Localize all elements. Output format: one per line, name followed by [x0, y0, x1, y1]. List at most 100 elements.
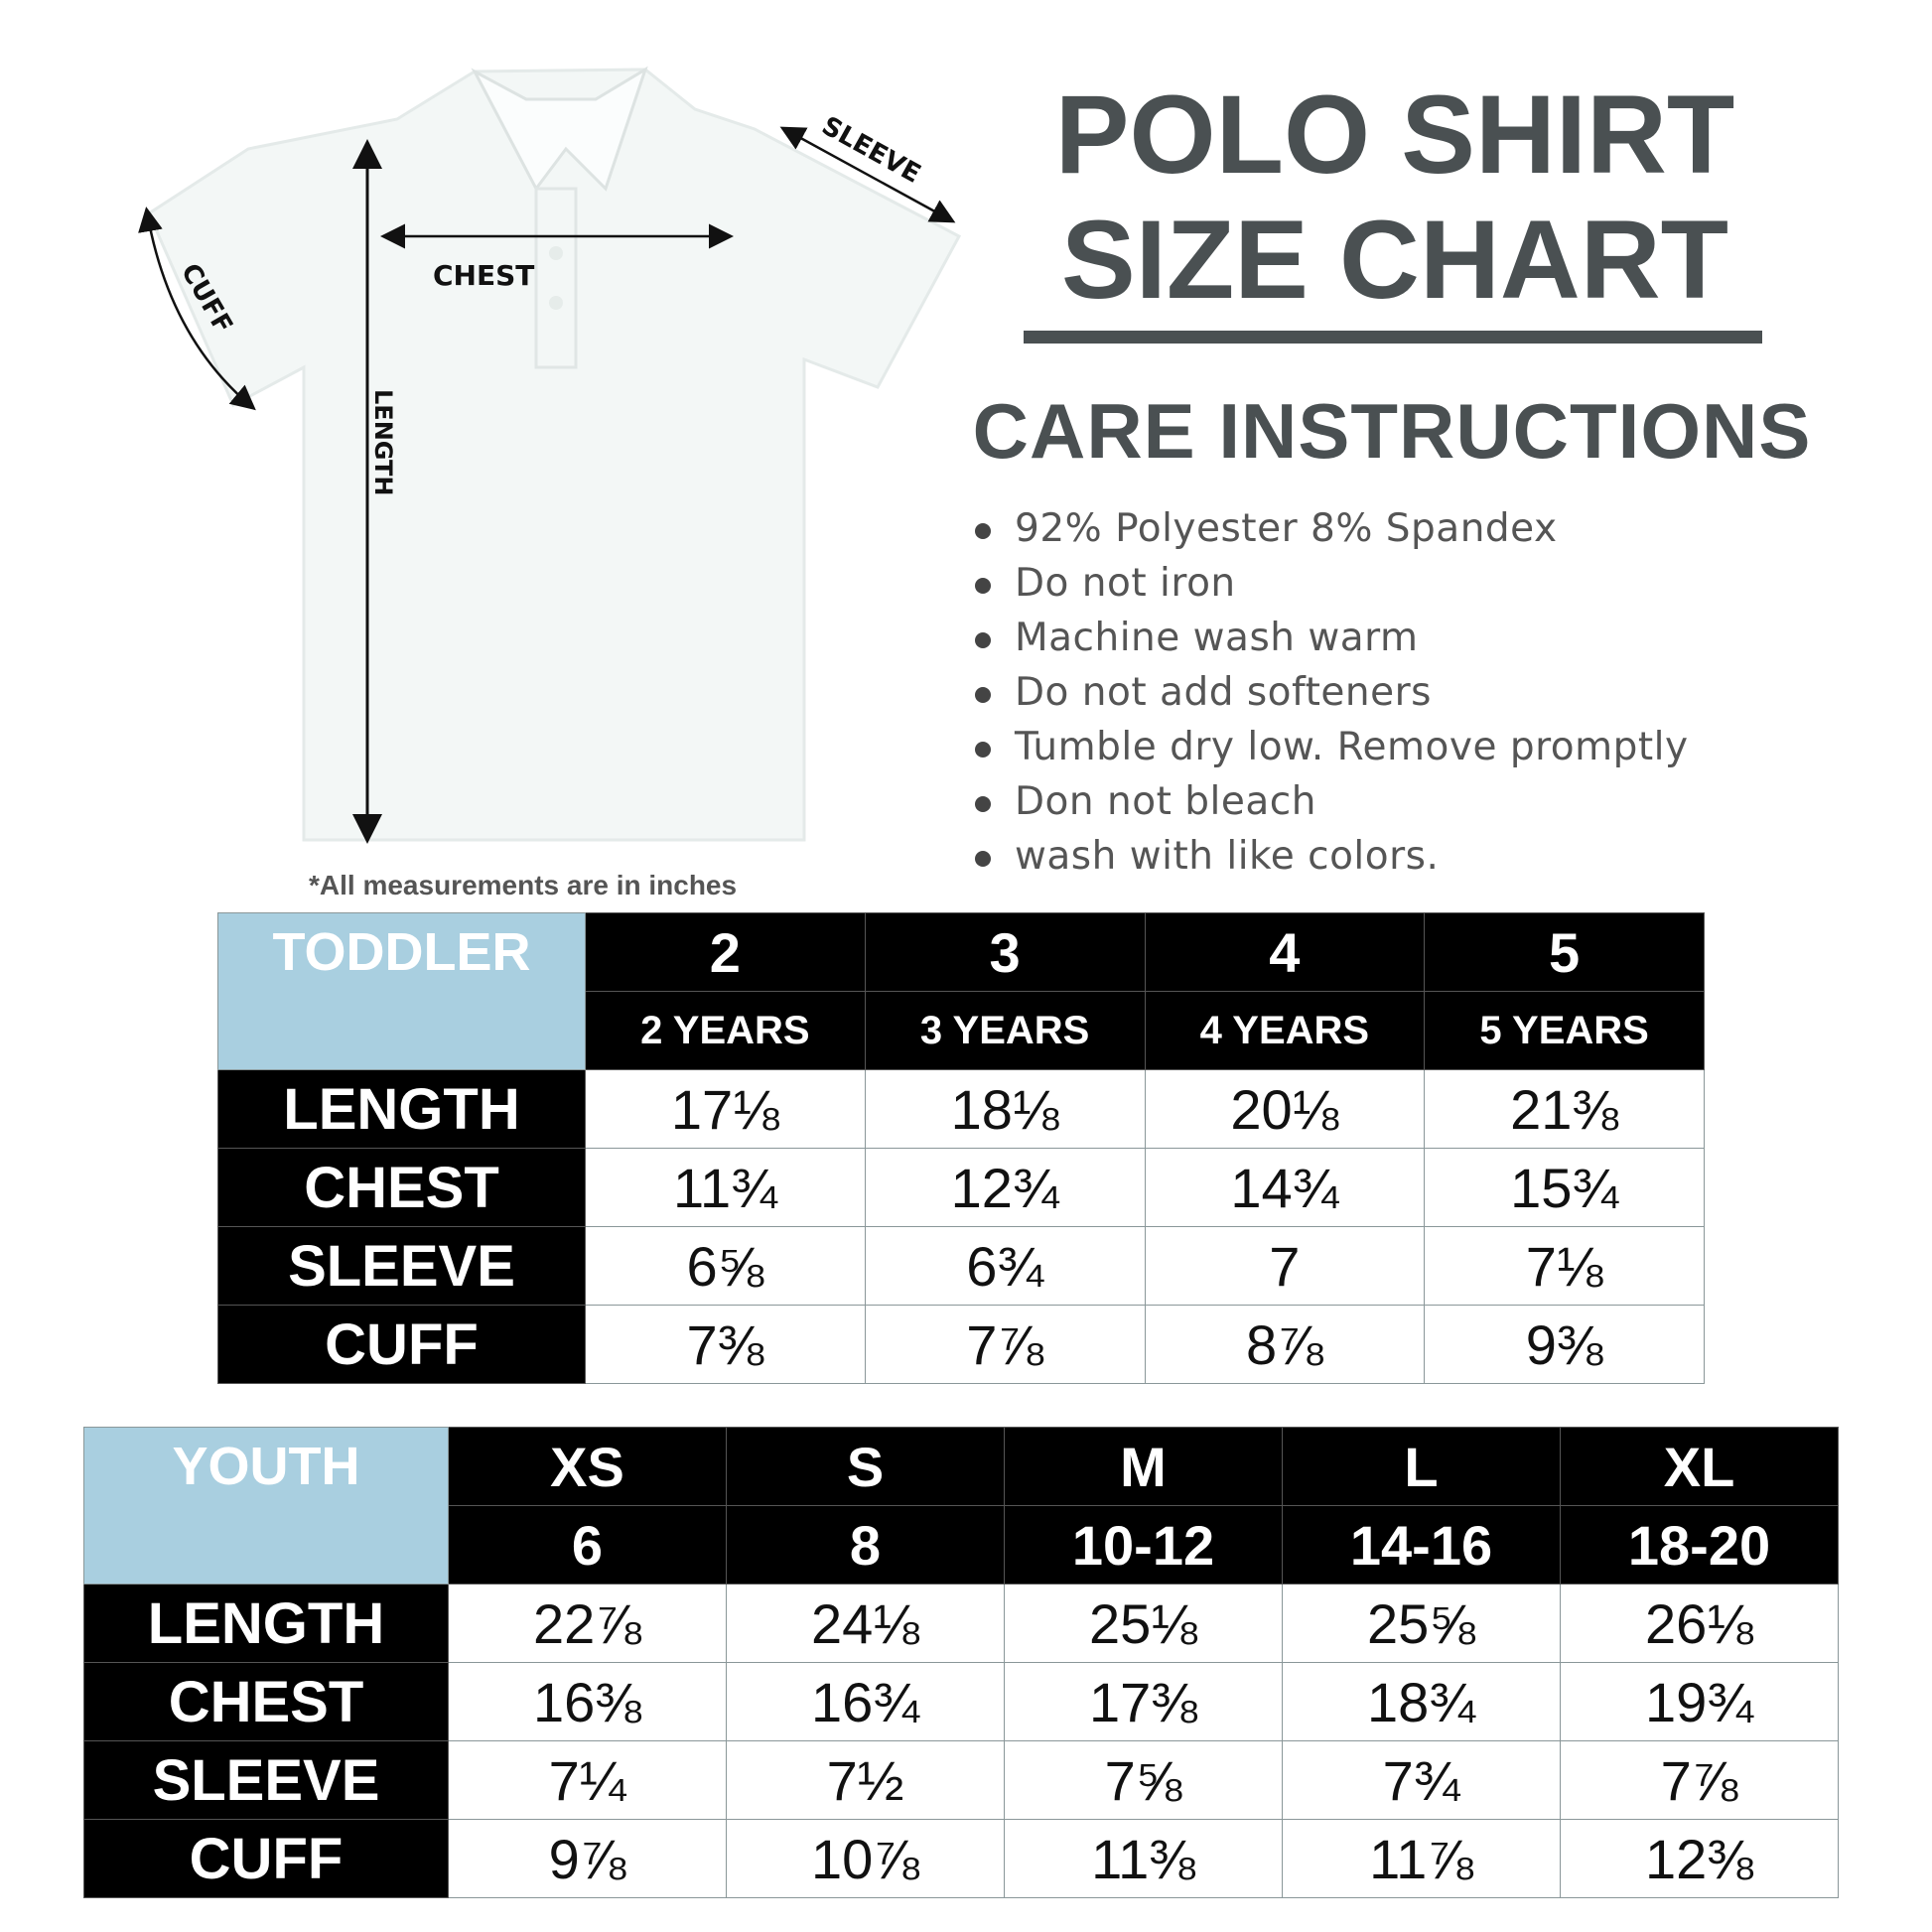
shirt-shape: [147, 68, 962, 842]
measurement-cell: 10⅞: [726, 1819, 1005, 1898]
measurement-cell: 11¾: [585, 1148, 866, 1227]
measurement-cell: 14¾: [1144, 1148, 1426, 1227]
placket: [534, 187, 578, 369]
row-label: LENGTH: [217, 1069, 586, 1149]
polo-shirt-diagram: CHEST LENGTH SLEEVE CUFF: [138, 66, 962, 844]
size-header: L: [1282, 1427, 1561, 1506]
measurement-cell: 7½: [726, 1740, 1005, 1820]
table-row: SLEEVE 6⅝ 6¾ 7 7⅛: [217, 1226, 1705, 1306]
length-label: LENGTH: [369, 389, 397, 496]
header-row: TODDLER 2 3 4 5: [217, 912, 1705, 1070]
measurement-cell: 7¼: [448, 1740, 727, 1820]
measurement-cell: 6¾: [864, 1226, 1146, 1306]
table-row: CUFF 7⅜ 7⅞ 8⅞ 9⅜: [217, 1305, 1705, 1384]
row-label: SLEEVE: [83, 1740, 449, 1820]
table-row: LENGTH 17⅛ 18⅛ 20⅛ 21⅜: [217, 1069, 1705, 1149]
row-label: CHEST: [217, 1148, 586, 1227]
measurement-cell: 20⅛: [1144, 1069, 1426, 1149]
chest-label: CHEST: [433, 259, 534, 292]
size-header: 5: [1424, 912, 1705, 992]
measurement-cell: 17⅜: [1004, 1662, 1283, 1741]
measurement-note: *All measurements are in inches: [309, 870, 738, 900]
measurement-cell: 6⅝: [585, 1226, 866, 1306]
measurement-cell: 17⅛: [585, 1069, 866, 1149]
size-header: S: [726, 1427, 1005, 1506]
size-subheader: 4 YEARS: [1144, 991, 1426, 1070]
care-item: Don not bleach: [975, 774, 1689, 829]
table-row: CHEST 11¾ 12¾ 14¾ 15¾: [217, 1148, 1705, 1227]
header-row: YOUTH XS S M L XL: [83, 1427, 1839, 1585]
measurement-cell: 7⅛: [1424, 1226, 1705, 1306]
care-item: wash with like colors.: [975, 829, 1689, 884]
care-heading: CARE INSTRUCTIONS: [972, 387, 1812, 475]
size-header: 2: [585, 912, 866, 992]
measurement-cell: 12⅜: [1560, 1819, 1839, 1898]
title-line-1: POLO SHIRT: [1054, 72, 1735, 197]
measurement-cell: 19¾: [1560, 1662, 1839, 1741]
toddler-size-table: TODDLER 2 3 4 5 2 YEARS 3 YEARS 4 YEARS 5 YEARS L…: [217, 912, 1705, 1384]
size-subheader: 8: [726, 1505, 1005, 1585]
measurement-cell: 7⅞: [864, 1305, 1146, 1384]
table-category-label: TODDLER: [217, 912, 586, 1070]
size-subheader: 10-12: [1004, 1505, 1283, 1585]
measurement-cell: 22⅞: [448, 1584, 727, 1663]
row-label: CUFF: [83, 1819, 449, 1898]
size-header: XS: [448, 1427, 727, 1506]
measurement-cell: 11⅞: [1282, 1819, 1561, 1898]
size-subheader: 6: [448, 1505, 727, 1585]
measurement-cell: 25⅝: [1282, 1584, 1561, 1663]
cuff-arrow: [138, 207, 256, 411]
table-row: LENGTH 22⅞ 24⅛ 25⅛ 25⅝ 26⅛: [83, 1584, 1839, 1663]
measurement-cell: 12¾: [864, 1148, 1146, 1227]
care-item: Do not add softeners: [975, 665, 1689, 720]
table-row: CUFF 9⅞ 10⅞ 11⅜ 11⅞ 12⅜: [83, 1819, 1839, 1898]
measurement-cell: 8⅞: [1144, 1305, 1426, 1384]
measurement-cell: 24⅛: [726, 1584, 1005, 1663]
button-icon: [549, 296, 563, 310]
size-header: M: [1004, 1427, 1283, 1506]
care-item: Machine wash warm: [975, 611, 1689, 665]
measurement-cell: 7⅞: [1560, 1740, 1839, 1820]
measurement-cell: 11⅜: [1004, 1819, 1283, 1898]
size-subheader: 2 YEARS: [585, 991, 866, 1070]
collar: [471, 66, 648, 192]
size-header: XL: [1560, 1427, 1839, 1506]
title-line-2: SIZE CHART: [1061, 198, 1728, 322]
measurement-cell: 15¾: [1424, 1148, 1705, 1227]
header-row: 2 YEARS 3 YEARS 4 YEARS 5 YEARS: [218, 991, 1705, 1070]
header-row: 6 8 10-12 14-16 18-20: [84, 1505, 1839, 1585]
size-header: 4: [1144, 912, 1426, 992]
measurement-cell: 25⅛: [1004, 1584, 1283, 1663]
care-list: 92% Polyester 8% Spandex Do not iron Mac…: [975, 501, 1689, 884]
measurement-cell: 18⅛: [864, 1069, 1146, 1149]
youth-size-table: YOUTH XS S M L XL 6 8 10-12 14-16 18-20 LENGTH 22⅞ 24…: [83, 1427, 1839, 1898]
size-subheader: 14-16: [1282, 1505, 1561, 1585]
row-label: CUFF: [217, 1305, 586, 1384]
care-item: Do not iron: [975, 556, 1689, 611]
row-label: CHEST: [83, 1662, 449, 1741]
care-item: Tumble dry low. Remove promptly: [975, 720, 1689, 774]
size-subheader: 5 YEARS: [1424, 991, 1705, 1070]
measurement-cell: 9⅜: [1424, 1305, 1705, 1384]
table-row: SLEEVE 7¼ 7½ 7⅝ 7¾ 7⅞: [83, 1740, 1839, 1820]
care-item: 92% Polyester 8% Spandex: [975, 501, 1689, 556]
row-label: LENGTH: [83, 1584, 449, 1663]
measurement-cell: 7: [1144, 1226, 1426, 1306]
measurement-cell: 9⅞: [448, 1819, 727, 1898]
table-category-label: YOUTH: [83, 1427, 449, 1585]
button-icon: [549, 246, 563, 260]
size-header: 3: [864, 912, 1146, 992]
size-subheader: 3 YEARS: [864, 991, 1146, 1070]
measurement-cell: 7¾: [1282, 1740, 1561, 1820]
measurement-cell: 16⅜: [448, 1662, 727, 1741]
title-underline: [1024, 331, 1762, 344]
measurement-cell: 7⅝: [1004, 1740, 1283, 1820]
measurement-cell: 16¾: [726, 1662, 1005, 1741]
measurement-cell: 18¾: [1282, 1662, 1561, 1741]
measurement-cell: 26⅛: [1560, 1584, 1839, 1663]
row-label: SLEEVE: [217, 1226, 586, 1306]
measurement-cell: 21⅜: [1424, 1069, 1705, 1149]
measurement-cell: 7⅜: [585, 1305, 866, 1384]
size-subheader: 18-20: [1560, 1505, 1839, 1585]
sleeve-arrow: [779, 126, 956, 223]
